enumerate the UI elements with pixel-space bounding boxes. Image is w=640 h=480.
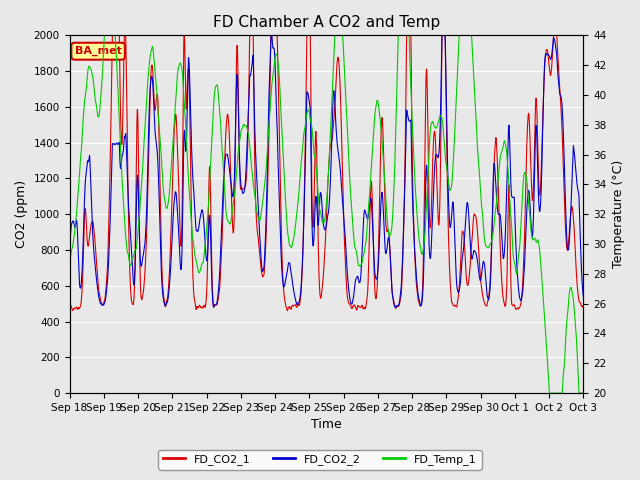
FD_CO2_2 bbox=[481, 270, 489, 276]
FD_CO2_2 bbox=[66, 243, 74, 249]
Text: BA_met: BA_met bbox=[75, 46, 122, 56]
FD_CO2_1 bbox=[511, 302, 518, 308]
FD_CO2_2 bbox=[268, 33, 275, 38]
Line: FD_CO2_1: FD_CO2_1 bbox=[70, 36, 584, 311]
FD_CO2_1 bbox=[580, 305, 588, 311]
X-axis label: Time: Time bbox=[311, 419, 342, 432]
FD_CO2_2 bbox=[511, 196, 518, 202]
FD_CO2_2 bbox=[357, 267, 365, 273]
FD_Temp_1 bbox=[481, 240, 489, 246]
FD_CO2_2 bbox=[392, 305, 399, 311]
FD_CO2_2 bbox=[117, 165, 125, 170]
FD_Temp_1 bbox=[117, 156, 125, 162]
FD_Temp_1 bbox=[580, 390, 588, 396]
FD_CO2_1 bbox=[573, 273, 580, 279]
FD_Temp_1 bbox=[100, 33, 108, 38]
FD_CO2_1 bbox=[358, 303, 365, 309]
FD_CO2_1 bbox=[117, 132, 125, 138]
Legend: FD_CO2_1, FD_CO2_2, FD_Temp_1: FD_CO2_1, FD_CO2_2, FD_Temp_1 bbox=[159, 450, 481, 469]
Line: FD_Temp_1: FD_Temp_1 bbox=[70, 36, 584, 393]
FD_Temp_1 bbox=[573, 338, 580, 344]
FD_CO2_1 bbox=[284, 308, 291, 313]
FD_Temp_1 bbox=[66, 261, 74, 266]
FD_CO2_1 bbox=[66, 303, 74, 309]
FD_CO2_2 bbox=[580, 294, 588, 300]
FD_CO2_2 bbox=[573, 177, 580, 182]
FD_Temp_1 bbox=[546, 390, 554, 396]
FD_CO2_1 bbox=[481, 302, 489, 308]
FD_CO2_1 bbox=[228, 209, 236, 215]
FD_CO2_1 bbox=[109, 33, 116, 38]
FD_CO2_2 bbox=[228, 188, 236, 193]
Title: FD Chamber A CO2 and Temp: FD Chamber A CO2 and Temp bbox=[213, 15, 440, 30]
FD_Temp_1 bbox=[357, 262, 365, 267]
FD_Temp_1 bbox=[510, 258, 518, 264]
Line: FD_CO2_2: FD_CO2_2 bbox=[70, 36, 584, 308]
Y-axis label: CO2 (ppm): CO2 (ppm) bbox=[15, 180, 28, 248]
FD_Temp_1 bbox=[228, 211, 236, 216]
Y-axis label: Temperature (°C): Temperature (°C) bbox=[612, 160, 625, 268]
